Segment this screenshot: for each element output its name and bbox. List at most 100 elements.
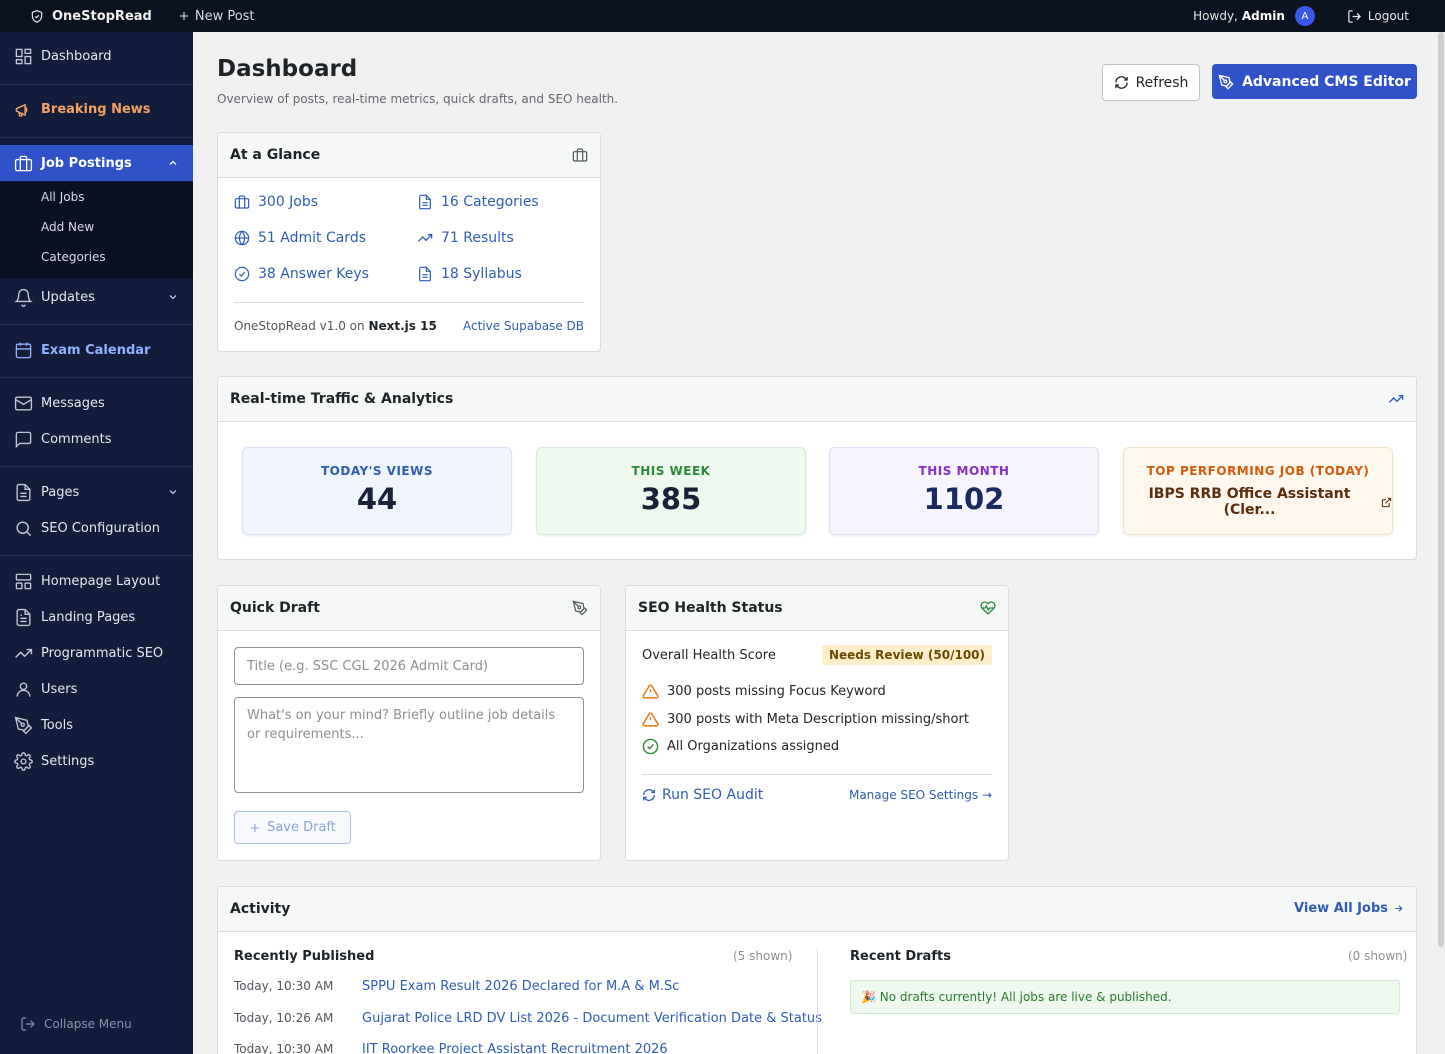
howdy-user[interactable]: Howdy, Admin A (1193, 6, 1347, 26)
warning-icon (642, 711, 659, 728)
advanced-cms-editor-button[interactable]: Advanced CMS Editor (1212, 64, 1417, 99)
refresh-button[interactable]: Refresh (1102, 64, 1200, 101)
database-status-link[interactable]: Active Supabase DB (462, 319, 584, 333)
page-subtitle: Overview of posts, real-time metrics, qu… (217, 92, 619, 106)
draft-content-textarea[interactable]: What's on your mind? Briefly outline job… (234, 697, 584, 793)
seo-issue-row: All Organizations assigned (642, 738, 839, 755)
chevron-up-icon[interactable] (167, 157, 179, 169)
comment-icon (14, 430, 33, 449)
card-header: Real-time Traffic & Analytics (218, 377, 1416, 422)
card-header: At a Glance (218, 133, 600, 178)
sidebar-item-comments[interactable]: Comments (0, 421, 193, 457)
glance-results-link[interactable]: 71 Results (417, 230, 514, 246)
glance-answer-keys-link[interactable]: 38 Answer Keys (234, 266, 369, 282)
sidebar-item-settings[interactable]: Settings (0, 743, 193, 779)
submenu-categories[interactable]: Categories (41, 250, 106, 264)
divider (0, 377, 193, 378)
brand[interactable]: OneStopRead (0, 9, 152, 24)
card-header: Quick Draft (218, 586, 600, 631)
stat-value: 1102 (923, 482, 1005, 516)
seo-issue-row: 300 posts missing Focus Keyword (642, 683, 886, 700)
sidebar-item-messages[interactable]: Messages (0, 385, 193, 421)
pen-tool-icon (14, 716, 33, 735)
sidebar-item-landing-pages[interactable]: Landing Pages (0, 599, 193, 635)
collapse-label: Collapse Menu (44, 1017, 132, 1031)
submenu-add-new[interactable]: Add New (41, 220, 95, 234)
logout-button[interactable]: Logout (1347, 9, 1409, 24)
stat-value: 385 (640, 482, 702, 516)
dashboard-icon (14, 47, 33, 66)
glance-label: 38 Answer Keys (258, 266, 369, 282)
document-icon (417, 194, 433, 210)
run-seo-audit-button[interactable]: Run SEO Audit (642, 787, 763, 803)
view-all-jobs-link[interactable]: View All Jobs (1294, 901, 1404, 916)
seo-health-card: SEO Health Status Overall Health Score N… (625, 585, 1009, 861)
divider (817, 949, 818, 1054)
sidebar-label: Users (41, 681, 78, 697)
activity-post-link[interactable]: Gujarat Police LRD DV List 2026 - Docume… (362, 1011, 822, 1026)
sidebar-item-seo-configuration[interactable]: SEO Configuration (0, 510, 193, 546)
activity-post-link[interactable]: IIT Roorkee Project Assistant Recruitmen… (362, 1042, 668, 1054)
new-post-link[interactable]: New Post (178, 9, 255, 24)
briefcase-icon (572, 147, 588, 163)
activity-post-link[interactable]: SPPU Exam Result 2026 Declared for M.A &… (362, 979, 680, 994)
sidebar-label: Tools (41, 717, 74, 733)
submenu-all-jobs[interactable]: All Jobs (41, 190, 85, 204)
trending-up-icon (14, 644, 33, 663)
at-a-glance-card: At a Glance 300 Jobs 16 Categories 51 Ad… (217, 132, 601, 352)
howdy-prefix: Howdy, (1193, 9, 1238, 23)
gear-icon (14, 751, 33, 771)
view-all-label: View All Jobs (1294, 901, 1388, 916)
stat-value: 44 (356, 482, 398, 516)
avatar[interactable]: A (1294, 6, 1315, 26)
chevron-down-icon[interactable] (167, 291, 179, 303)
sidebar-item-exam-calendar[interactable]: Exam Calendar (0, 332, 193, 368)
collapse-menu-button[interactable]: Collapse Menu (20, 1016, 132, 1032)
recent-drafts-heading: Recent Drafts (850, 949, 951, 964)
page-title: Dashboard (217, 56, 358, 82)
divider (0, 555, 193, 556)
chevron-down-icon[interactable] (167, 486, 179, 498)
stat-label: THIS MONTH (918, 464, 1010, 478)
glance-syllabus-link[interactable]: 18 Syllabus (417, 266, 522, 282)
overall-health-label: Overall Health Score (642, 648, 776, 663)
version-info: OneStopRead v1.0 on Next.js 15 (234, 319, 437, 333)
sidebar: Dashboard Breaking News Job Postings All… (0, 32, 193, 1054)
sidebar-item-job-postings[interactable]: Job Postings (0, 145, 193, 181)
plus-icon (178, 10, 190, 22)
manage-seo-settings-link[interactable]: Manage SEO Settings → (848, 788, 992, 802)
sidebar-item-pages[interactable]: Pages (0, 474, 193, 510)
sidebar-item-users[interactable]: Users (0, 671, 193, 707)
top-job-link[interactable]: IBPS RRB Office Assistant (Cler... (1124, 486, 1392, 518)
glance-jobs-link[interactable]: 300 Jobs (234, 194, 318, 210)
scrollbar-thumb[interactable] (1438, 32, 1444, 947)
sidebar-item-updates[interactable]: Updates (0, 279, 193, 315)
sidebar-item-dashboard[interactable]: Dashboard (0, 38, 193, 74)
refresh-icon (1114, 75, 1129, 90)
sidebar-label: Job Postings (41, 155, 132, 171)
pen-tool-icon (572, 600, 588, 616)
sidebar-label: Settings (41, 753, 95, 769)
globe-icon (234, 230, 250, 246)
glance-admit-cards-link[interactable]: 51 Admit Cards (234, 230, 366, 246)
stat-label: TOP PERFORMING JOB (TODAY) (1146, 464, 1370, 478)
shield-icon (30, 9, 44, 24)
sidebar-item-breaking-news[interactable]: Breaking News (0, 91, 193, 127)
glance-label: 51 Admit Cards (258, 230, 366, 246)
stat-label: TODAY'S VIEWS (321, 464, 433, 478)
sidebar-item-homepage-layout[interactable]: Homepage Layout (0, 563, 193, 599)
sidebar-item-programmatic-seo[interactable]: Programmatic SEO (0, 635, 193, 671)
seo-issue-text: All Organizations assigned (667, 739, 840, 754)
scrollbar[interactable] (1437, 32, 1445, 1054)
user-icon (14, 680, 33, 699)
brand-name: OneStopRead (52, 8, 152, 24)
glance-label: 71 Results (441, 230, 514, 246)
glance-categories-link[interactable]: 16 Categories (417, 194, 539, 210)
recently-published-heading: Recently Published (234, 949, 375, 964)
pen-tool-icon (1218, 73, 1234, 90)
sidebar-item-tools[interactable]: Tools (0, 707, 193, 743)
sidebar-label: Exam Calendar (41, 342, 151, 358)
draft-title-input[interactable]: Title (e.g. SSC CGL 2026 Admit Card) (234, 647, 584, 685)
save-draft-label: Save Draft (267, 820, 336, 835)
save-draft-button[interactable]: Save Draft (234, 811, 351, 844)
